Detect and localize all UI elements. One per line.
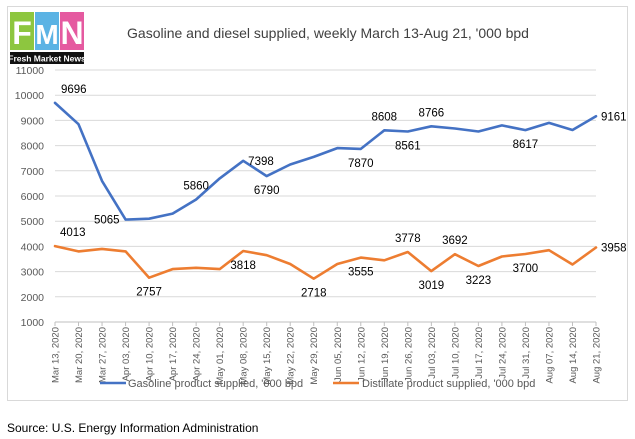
x-tick-label: Aug 14, 2020 xyxy=(568,327,579,384)
chart-frame xyxy=(7,6,628,401)
x-tick-label: Apr 17, 2020 xyxy=(168,327,179,381)
data-label: 3778 xyxy=(395,233,421,245)
data-label: 9161 xyxy=(601,111,627,123)
y-axis: 1000 2000 3000 4000 5000 6000 7000 8000 9000 1000… xyxy=(15,65,44,329)
x-tick-label: Mar 13, 2020 xyxy=(51,327,62,383)
legend: Gasoline product supplied, '000 bpd Dist… xyxy=(100,378,535,390)
logo-letter-m: M xyxy=(35,19,58,50)
y-tick-label-3000: 3000 xyxy=(21,267,45,279)
series-line-distillate xyxy=(53,244,598,281)
y-tick-label-2000: 2000 xyxy=(21,292,45,304)
x-tick-label: Jun 26, 2020 xyxy=(403,327,414,382)
x-tick-label: Jun 19, 2020 xyxy=(380,327,391,382)
data-label: 7398 xyxy=(248,156,274,168)
y-tick-label-9000: 9000 xyxy=(21,115,45,127)
data-label: 3958 xyxy=(601,242,627,254)
series-line-gasoline xyxy=(53,101,598,221)
y-tick-label-8000: 8000 xyxy=(21,141,45,153)
x-tick-label: Jul 17, 2020 xyxy=(474,327,485,379)
data-label: 5065 xyxy=(94,215,120,227)
data-label: 9696 xyxy=(61,84,87,96)
series-lines xyxy=(53,101,598,281)
data-label: 8561 xyxy=(395,140,421,152)
y-tick-label-11000: 11000 xyxy=(16,65,45,77)
data-label: 3223 xyxy=(466,275,492,287)
data-label: 8766 xyxy=(419,107,445,119)
y-tick-label-10000: 10000 xyxy=(15,90,44,102)
x-tick-label: Jul 10, 2020 xyxy=(450,327,461,379)
data-label: 8617 xyxy=(513,139,539,151)
x-tick-label: May 15, 2020 xyxy=(262,327,273,385)
fmn-logo: F M N Fresh Market News xyxy=(10,12,84,64)
data-label: 3555 xyxy=(348,267,374,279)
data-label: 3818 xyxy=(230,260,256,272)
chart-title: Gasoline and diesel supplied, weekly Mar… xyxy=(127,25,529,41)
gridlines xyxy=(55,69,596,323)
x-tick-label: May 29, 2020 xyxy=(309,327,320,385)
data-labels: 9696 5065 5860 7398 6790 7870 8608 8561 8766 8617… xyxy=(60,84,627,300)
data-label: 7870 xyxy=(348,158,374,170)
data-label: 2757 xyxy=(136,287,162,299)
x-tick-label: May 22, 2020 xyxy=(286,327,297,385)
data-label: 4013 xyxy=(60,227,86,239)
x-tick-label: Jul 31, 2020 xyxy=(521,327,532,379)
y-tick-label-1000: 1000 xyxy=(21,317,45,329)
data-label: 5860 xyxy=(183,181,209,193)
x-tick-label: Mar 27, 2020 xyxy=(98,327,109,383)
x-tick-label: Jun 05, 2020 xyxy=(333,327,344,382)
source-note: Source: U.S. Energy Information Administ… xyxy=(7,421,259,435)
logo-letter-n: N xyxy=(60,15,83,51)
data-label: 2718 xyxy=(301,288,327,300)
logo-tagline-bar xyxy=(10,52,84,64)
x-tick-label: Apr 03, 2020 xyxy=(121,327,132,381)
logo-box-f xyxy=(10,12,34,50)
x-tick-label: May 08, 2020 xyxy=(239,327,250,385)
logo-tagline: Fresh Market News xyxy=(10,54,84,64)
x-tick-label: Aug 07, 2020 xyxy=(544,327,555,384)
data-label: 6790 xyxy=(254,185,280,197)
logo-letter-f: F xyxy=(12,15,32,51)
data-label: 3692 xyxy=(442,235,468,247)
x-tick-label: Jul 24, 2020 xyxy=(497,327,508,379)
x-tick-label: Apr 24, 2020 xyxy=(192,327,203,381)
logo-box-n xyxy=(60,12,84,50)
x-axis: Mar 13, 2020 Mar 20, 2020 Mar 27, 2020 Apr … xyxy=(51,321,603,385)
x-tick-label: May 01, 2020 xyxy=(215,327,226,385)
x-tick-label: Aug 21, 2020 xyxy=(592,327,603,384)
x-tick-label: Jun 12, 2020 xyxy=(356,327,367,382)
legend-label-distillate: Distillate product supplied, '000 bpd xyxy=(362,378,535,390)
y-tick-label-5000: 5000 xyxy=(21,216,45,228)
legend-label-gasoline: Gasoline product supplied, '000 bpd xyxy=(128,378,303,390)
x-tick-label: Jul 03, 2020 xyxy=(427,327,438,379)
logo-box-m xyxy=(35,12,59,50)
y-tick-label-7000: 7000 xyxy=(21,166,45,178)
y-tick-label-6000: 6000 xyxy=(21,191,45,203)
data-label: 3019 xyxy=(419,280,445,292)
data-label: 3700 xyxy=(513,263,539,275)
x-tick-label: Apr 10, 2020 xyxy=(145,327,156,381)
data-label: 8608 xyxy=(372,111,398,123)
x-tick-label: Mar 20, 2020 xyxy=(74,327,85,383)
y-tick-label-4000: 4000 xyxy=(21,241,45,253)
